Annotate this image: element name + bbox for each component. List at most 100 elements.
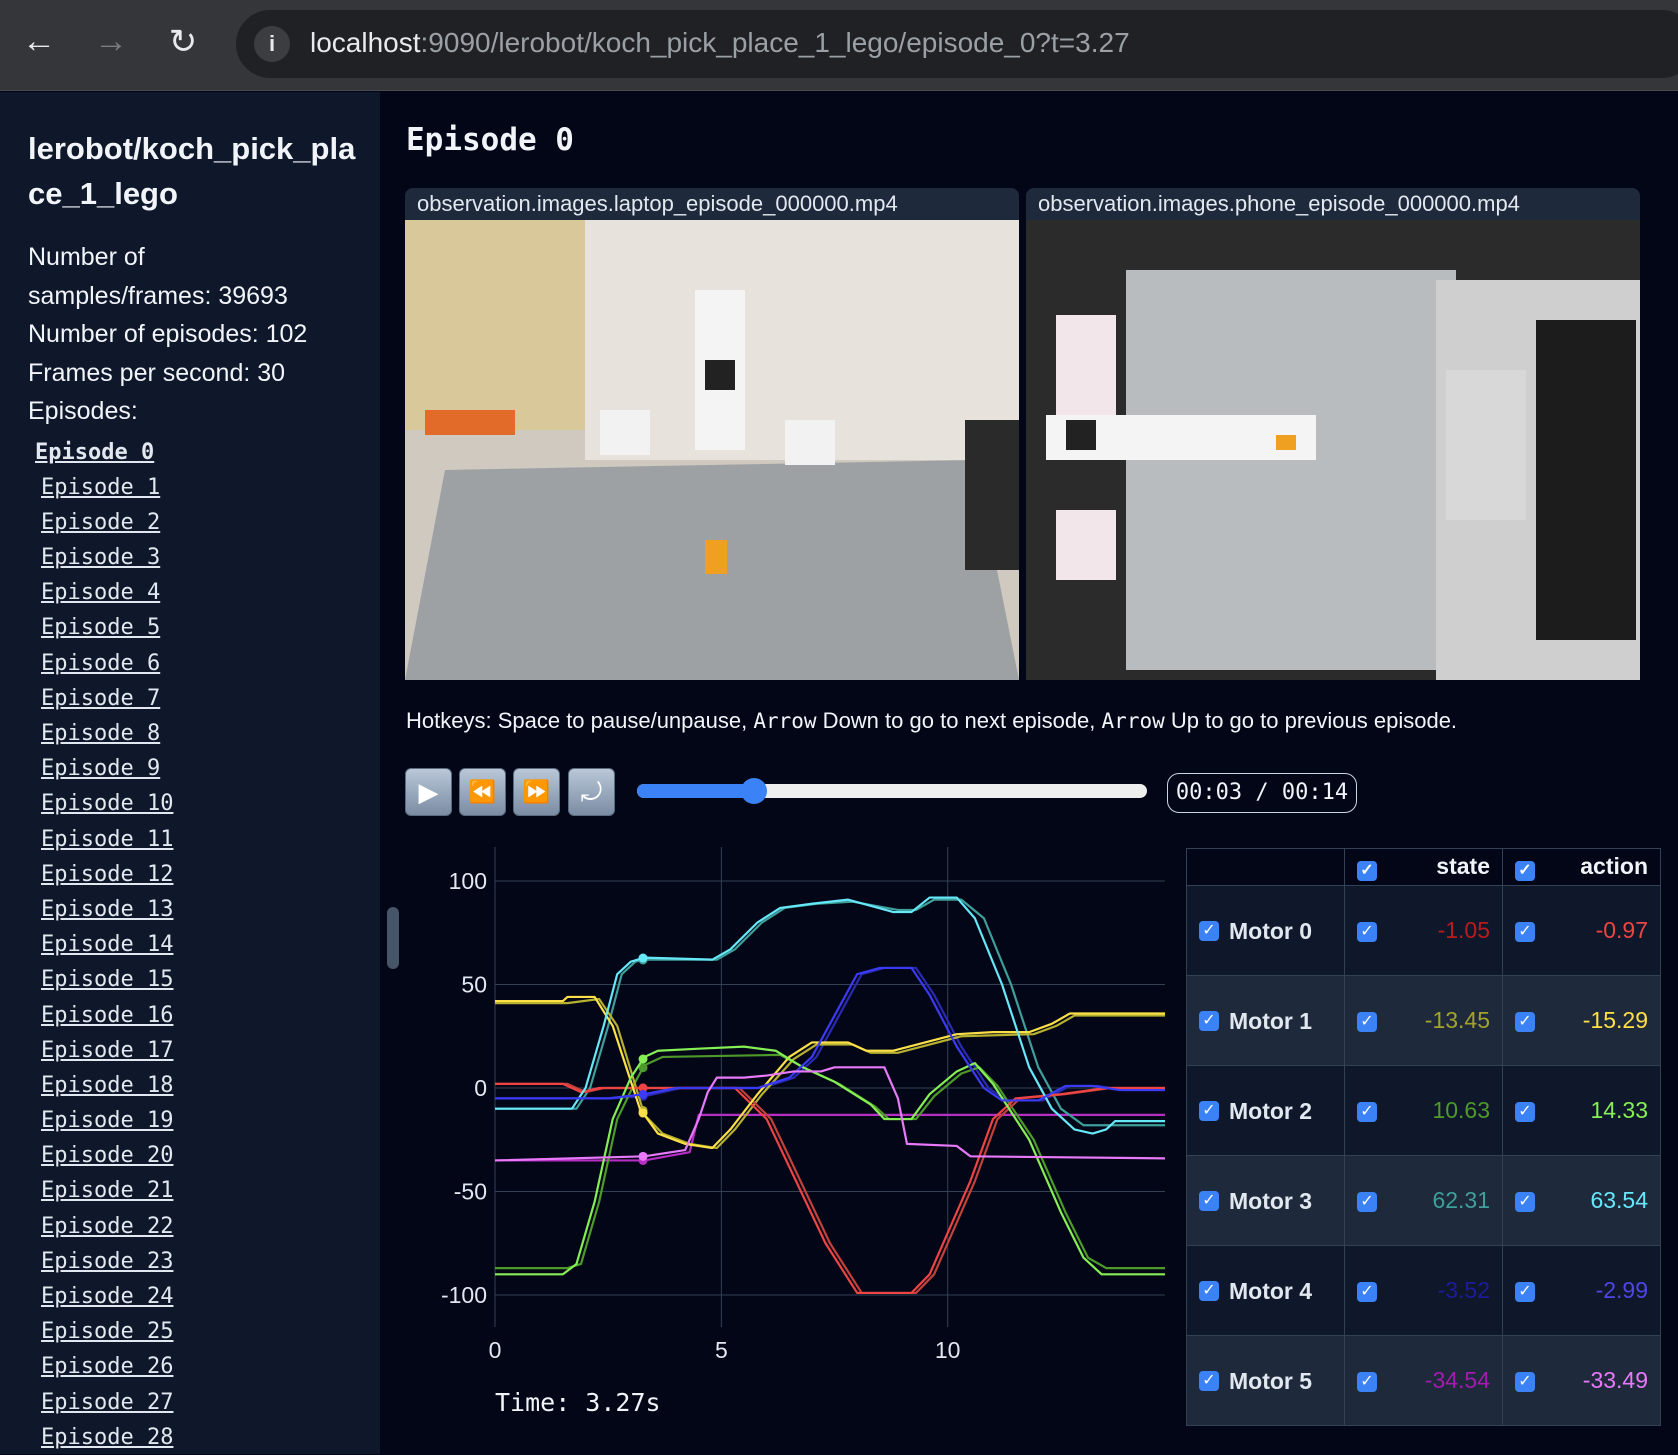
state-cell: ✓ -13.45 bbox=[1344, 975, 1503, 1066]
state-checkbox[interactable]: ✓ bbox=[1357, 1371, 1377, 1392]
state-checkbox[interactable]: ✓ bbox=[1357, 921, 1377, 942]
state-toggle-all-checkbox[interactable]: ✓ bbox=[1357, 861, 1377, 881]
action-checkbox[interactable]: ✓ bbox=[1515, 1011, 1535, 1032]
video-label: observation.images.laptop_episode_000000… bbox=[405, 188, 1019, 220]
episode-link[interactable]: Episode 18 bbox=[41, 1072, 174, 1098]
motor-checkbox[interactable]: ✓ bbox=[1199, 1011, 1219, 1032]
action-value: -33.49 bbox=[1582, 1367, 1648, 1393]
episode-link[interactable]: Episode 8 bbox=[41, 721, 161, 746]
episode-link[interactable]: Episode 26 bbox=[41, 1354, 174, 1380]
action-checkbox[interactable]: ✓ bbox=[1515, 1191, 1535, 1212]
episode-link[interactable]: Episode 28 bbox=[41, 1424, 174, 1450]
motor-checkbox[interactable]: ✓ bbox=[1199, 1371, 1219, 1392]
episode-link[interactable]: Episode 25 bbox=[41, 1319, 174, 1345]
loop-button[interactable]: ⤾ bbox=[568, 768, 615, 816]
motor-cell: ✓ Motor 1 bbox=[1186, 975, 1345, 1066]
episode-link[interactable]: Episode 2 bbox=[41, 509, 161, 535]
episode-link[interactable]: Episode 3 bbox=[41, 545, 161, 571]
table-row: ✓ Motor 4 ✓ -3.52 ✓ -2.99 bbox=[1186, 1245, 1661, 1336]
state-checkbox[interactable]: ✓ bbox=[1357, 1011, 1377, 1032]
forward-button[interactable]: → bbox=[94, 22, 128, 60]
motor-checkbox[interactable]: ✓ bbox=[1199, 1281, 1219, 1302]
back-button[interactable]: ← bbox=[22, 22, 56, 60]
video-laptop[interactable]: observation.images.laptop_episode_000000… bbox=[405, 188, 1019, 680]
dataset-title: lerobot/koch_pick_place_1_lego bbox=[28, 131, 356, 211]
state-value: -13.45 bbox=[1424, 1007, 1490, 1033]
state-value: -1.05 bbox=[1437, 917, 1490, 943]
action-value: -15.29 bbox=[1582, 1007, 1648, 1033]
episode-link[interactable]: Episode 4 bbox=[41, 580, 161, 606]
url-text[interactable]: localhost:9090/lerobot/koch_pick_place_1… bbox=[310, 27, 1130, 59]
episode-link[interactable]: Episode 10 bbox=[41, 791, 174, 817]
episode-link[interactable]: Episode 13 bbox=[41, 896, 174, 922]
url-host: localhost bbox=[310, 27, 421, 58]
action-value: 63.54 bbox=[1590, 1187, 1648, 1213]
episode-link[interactable]: Episode 7 bbox=[41, 685, 161, 711]
hotkeys-text: Down to go to next episode, bbox=[816, 708, 1102, 733]
table-row: ✓ Motor 5 ✓ -34.54 ✓ -33.49 bbox=[1186, 1335, 1661, 1426]
action-value: -2.99 bbox=[1595, 1277, 1648, 1303]
episode-link[interactable]: Episode 15 bbox=[41, 967, 174, 993]
episode-link[interactable]: Episode 19 bbox=[41, 1108, 174, 1134]
state-cell: ✓ -34.54 bbox=[1344, 1335, 1503, 1426]
laptop-camera-image bbox=[405, 220, 1019, 680]
video-phone[interactable]: observation.images.phone_episode_000000.… bbox=[1026, 188, 1640, 680]
action-cell: ✓ -0.97 bbox=[1502, 885, 1661, 976]
state-value: -34.54 bbox=[1424, 1367, 1490, 1393]
state-cell: ✓ 62.31 bbox=[1344, 1155, 1503, 1246]
episode-link[interactable]: Episode 23 bbox=[41, 1248, 174, 1274]
browser-toolbar: ← → ↻ i localhost:9090/lerobot/koch_pick… bbox=[0, 0, 1678, 91]
episode-link[interactable]: Episode 1 bbox=[41, 474, 161, 500]
rewind-button[interactable]: ⏪ bbox=[459, 768, 506, 816]
state-value: 62.31 bbox=[1432, 1187, 1490, 1213]
state-checkbox[interactable]: ✓ bbox=[1357, 1101, 1377, 1122]
hotkeys-text: Hotkeys: Space to pause/unpause, bbox=[406, 708, 754, 733]
episode-link[interactable]: Episode 22 bbox=[41, 1213, 174, 1239]
episode-link[interactable]: Episode 21 bbox=[41, 1178, 174, 1204]
state-value: 10.63 bbox=[1432, 1097, 1490, 1123]
reload-button[interactable]: ↻ bbox=[168, 23, 198, 61]
episode-link[interactable]: Episode 11 bbox=[41, 826, 174, 852]
motor-checkbox[interactable]: ✓ bbox=[1199, 1191, 1219, 1212]
episode-link[interactable]: Episode 20 bbox=[41, 1143, 174, 1169]
episode-link[interactable]: Episode 12 bbox=[41, 861, 174, 887]
episode-link[interactable]: Episode 5 bbox=[41, 615, 161, 641]
header-action: ✓ action bbox=[1502, 848, 1661, 886]
address-bar[interactable]: i localhost:9090/lerobot/koch_pick_place… bbox=[236, 10, 1678, 78]
episode-link[interactable]: Episode 14 bbox=[41, 932, 174, 958]
video-frame-laptop[interactable] bbox=[405, 220, 1019, 680]
motor-checkbox[interactable]: ✓ bbox=[1199, 921, 1219, 942]
action-toggle-all-checkbox[interactable]: ✓ bbox=[1515, 861, 1535, 881]
episode-link[interactable]: Episode 17 bbox=[41, 1037, 174, 1063]
action-cell: ✓ -2.99 bbox=[1502, 1245, 1661, 1336]
slider-progress bbox=[637, 784, 755, 798]
motor-name: Motor 5 bbox=[1229, 1367, 1313, 1394]
state-cell: ✓ -1.05 bbox=[1344, 885, 1503, 976]
state-checkbox[interactable]: ✓ bbox=[1357, 1281, 1377, 1302]
episode-link[interactable]: Episode 27 bbox=[41, 1389, 174, 1415]
episode-link[interactable]: Episode 9 bbox=[41, 756, 161, 782]
episode-link[interactable]: Episode 0 bbox=[35, 439, 155, 465]
fast-forward-button[interactable]: ⏩ bbox=[513, 768, 560, 816]
action-checkbox[interactable]: ✓ bbox=[1515, 1101, 1535, 1122]
motor-name: Motor 3 bbox=[1229, 1187, 1313, 1214]
action-checkbox[interactable]: ✓ bbox=[1515, 921, 1535, 942]
action-checkbox[interactable]: ✓ bbox=[1515, 1371, 1535, 1392]
episode-link[interactable]: Episode 16 bbox=[41, 1002, 174, 1028]
episode-link[interactable]: Episode 6 bbox=[41, 650, 161, 676]
sidebar: lerobot/koch_pick_place_1_lego Number of… bbox=[0, 92, 380, 1454]
playback-slider[interactable] bbox=[637, 778, 1147, 804]
episode-link[interactable]: Episode 24 bbox=[41, 1284, 174, 1309]
state-checkbox[interactable]: ✓ bbox=[1357, 1191, 1377, 1212]
slider-thumb[interactable] bbox=[741, 778, 768, 804]
motor-cell: ✓ Motor 0 bbox=[1186, 885, 1345, 976]
sidebar-scrollbar[interactable] bbox=[387, 907, 399, 969]
video-frame-phone[interactable] bbox=[1026, 220, 1640, 680]
motor-checkbox[interactable]: ✓ bbox=[1199, 1101, 1219, 1122]
action-checkbox[interactable]: ✓ bbox=[1515, 1281, 1535, 1302]
site-info-icon[interactable]: i bbox=[254, 26, 290, 62]
stat-episodes: Number of episodes: 102 bbox=[28, 320, 308, 348]
play-button[interactable]: ▶ bbox=[405, 768, 452, 816]
state-cell: ✓ 10.63 bbox=[1344, 1065, 1503, 1156]
episodes-heading: Episodes: bbox=[28, 397, 138, 425]
